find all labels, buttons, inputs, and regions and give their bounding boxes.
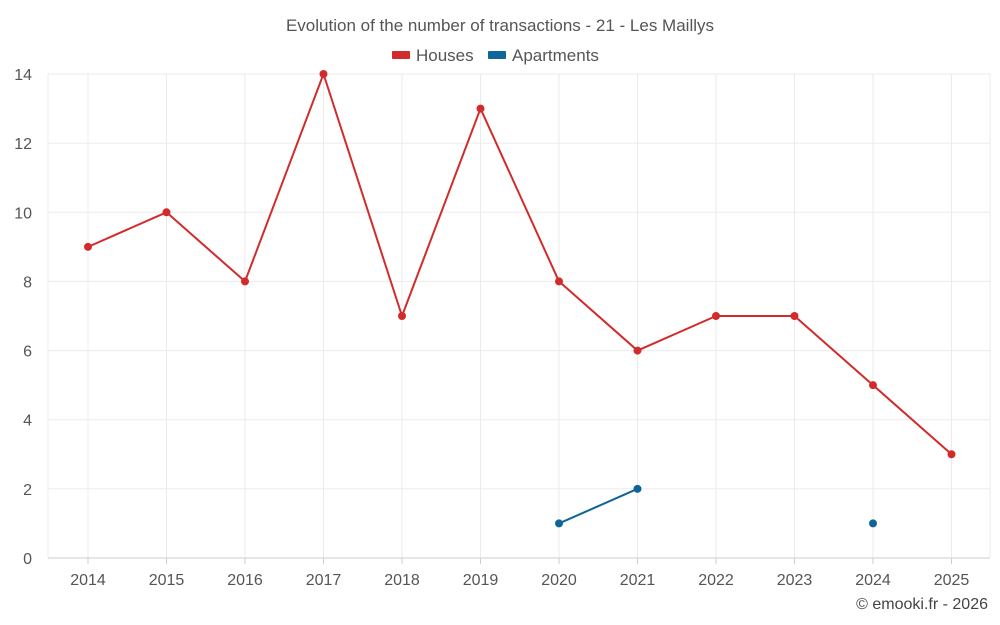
y-tick-label: 2 [23,482,32,499]
x-tick-label: 2021 [620,572,656,589]
series [84,70,956,528]
data-point-apartments-2020[interactable] [555,519,563,528]
data-point-houses-2023[interactable] [790,312,799,320]
data-point-houses-2016[interactable] [241,277,249,286]
data-point-apartments-2024[interactable] [869,519,877,528]
x-tick-label: 2016 [227,572,263,589]
x-tick-label: 2018 [384,572,420,589]
y-tick-label: 0 [23,551,32,568]
x-axis-ticks: 2014 2015 2016 2017 2018 2019 2020 2021 2022 2023… [70,572,969,589]
copyright-credit: © emooki.fr - 2026 [856,596,988,613]
y-tick-label: 6 [23,344,32,361]
y-tick-label: 10 [14,205,32,222]
series-apartments [555,484,877,528]
data-point-apartments-2021[interactable] [633,484,642,493]
x-tick-label: 2023 [777,572,813,589]
data-point-houses-2021[interactable] [633,346,642,355]
x-tick-label: 2024 [855,572,891,589]
x-tick-label: 2022 [698,572,734,589]
series-houses [84,70,956,459]
data-point-houses-2024[interactable] [869,381,877,390]
y-axis-ticks: 0 2 4 6 8 10 12 14 [14,67,32,568]
series-line-apartments [558,487,638,525]
data-point-houses-2015[interactable] [162,208,171,217]
x-tick-label: 2014 [70,572,106,589]
data-point-houses-2017[interactable] [319,70,328,78]
gridlines [47,73,991,564]
series-line-houses [87,73,953,456]
x-tick-label: 2015 [149,572,185,589]
legend-swatch-houses [392,51,410,59]
data-point-houses-2020[interactable] [555,277,563,286]
y-tick-label: 8 [23,274,32,291]
chart-title: Evolution of the number of transactions … [286,16,714,35]
data-point-houses-2022[interactable] [712,312,720,320]
x-tick-label: 2017 [306,572,342,589]
x-tick-label: 2019 [463,572,499,589]
legend-item-houses[interactable]: Houses [392,46,474,65]
y-tick-label: 14 [14,67,32,84]
data-point-houses-2018[interactable] [398,312,406,320]
legend-label-houses: Houses [416,46,474,65]
y-tick-label: 4 [23,413,32,430]
legend-item-apartments[interactable]: Apartments [488,46,599,65]
legend-swatch-apartments [488,51,506,59]
x-tick-label: 2020 [541,572,577,589]
legend-label-apartments: Apartments [512,46,599,65]
data-point-houses-2025[interactable] [947,450,956,459]
legend: Houses Apartments [392,46,599,65]
x-tick-label: 2025 [934,572,970,589]
data-point-houses-2014[interactable] [84,242,92,251]
y-tick-label: 12 [14,136,32,153]
data-point-houses-2019[interactable] [476,104,485,113]
